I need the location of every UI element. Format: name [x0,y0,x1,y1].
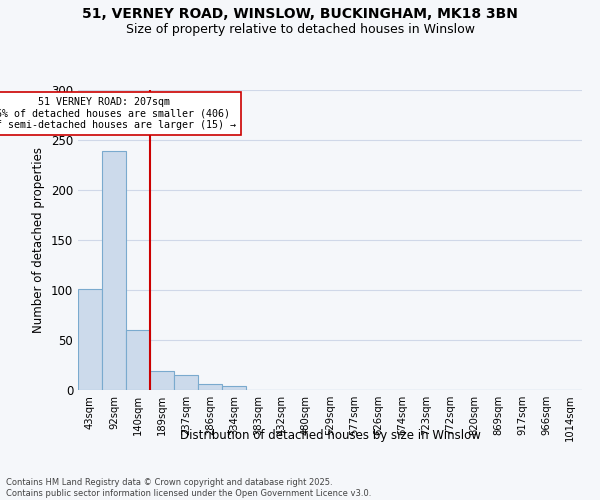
Bar [78,289,102,390]
Bar [126,330,150,390]
Y-axis label: Number of detached properties: Number of detached properties [32,147,46,333]
Bar [102,151,126,390]
Text: 51 VERNEY ROAD: 207sqm
← 96% of detached houses are smaller (406)
4% of semi-det: 51 VERNEY ROAD: 207sqm ← 96% of detached… [0,97,236,130]
Bar [198,384,222,390]
Bar [174,375,198,390]
Text: Size of property relative to detached houses in Winslow: Size of property relative to detached ho… [125,22,475,36]
Text: Distribution of detached houses by size in Winslow: Distribution of detached houses by size … [179,430,481,442]
Bar [222,386,246,390]
Text: 51, VERNEY ROAD, WINSLOW, BUCKINGHAM, MK18 3BN: 51, VERNEY ROAD, WINSLOW, BUCKINGHAM, MK… [82,8,518,22]
Text: Contains HM Land Registry data © Crown copyright and database right 2025.
Contai: Contains HM Land Registry data © Crown c… [6,478,371,498]
Bar [150,371,174,390]
